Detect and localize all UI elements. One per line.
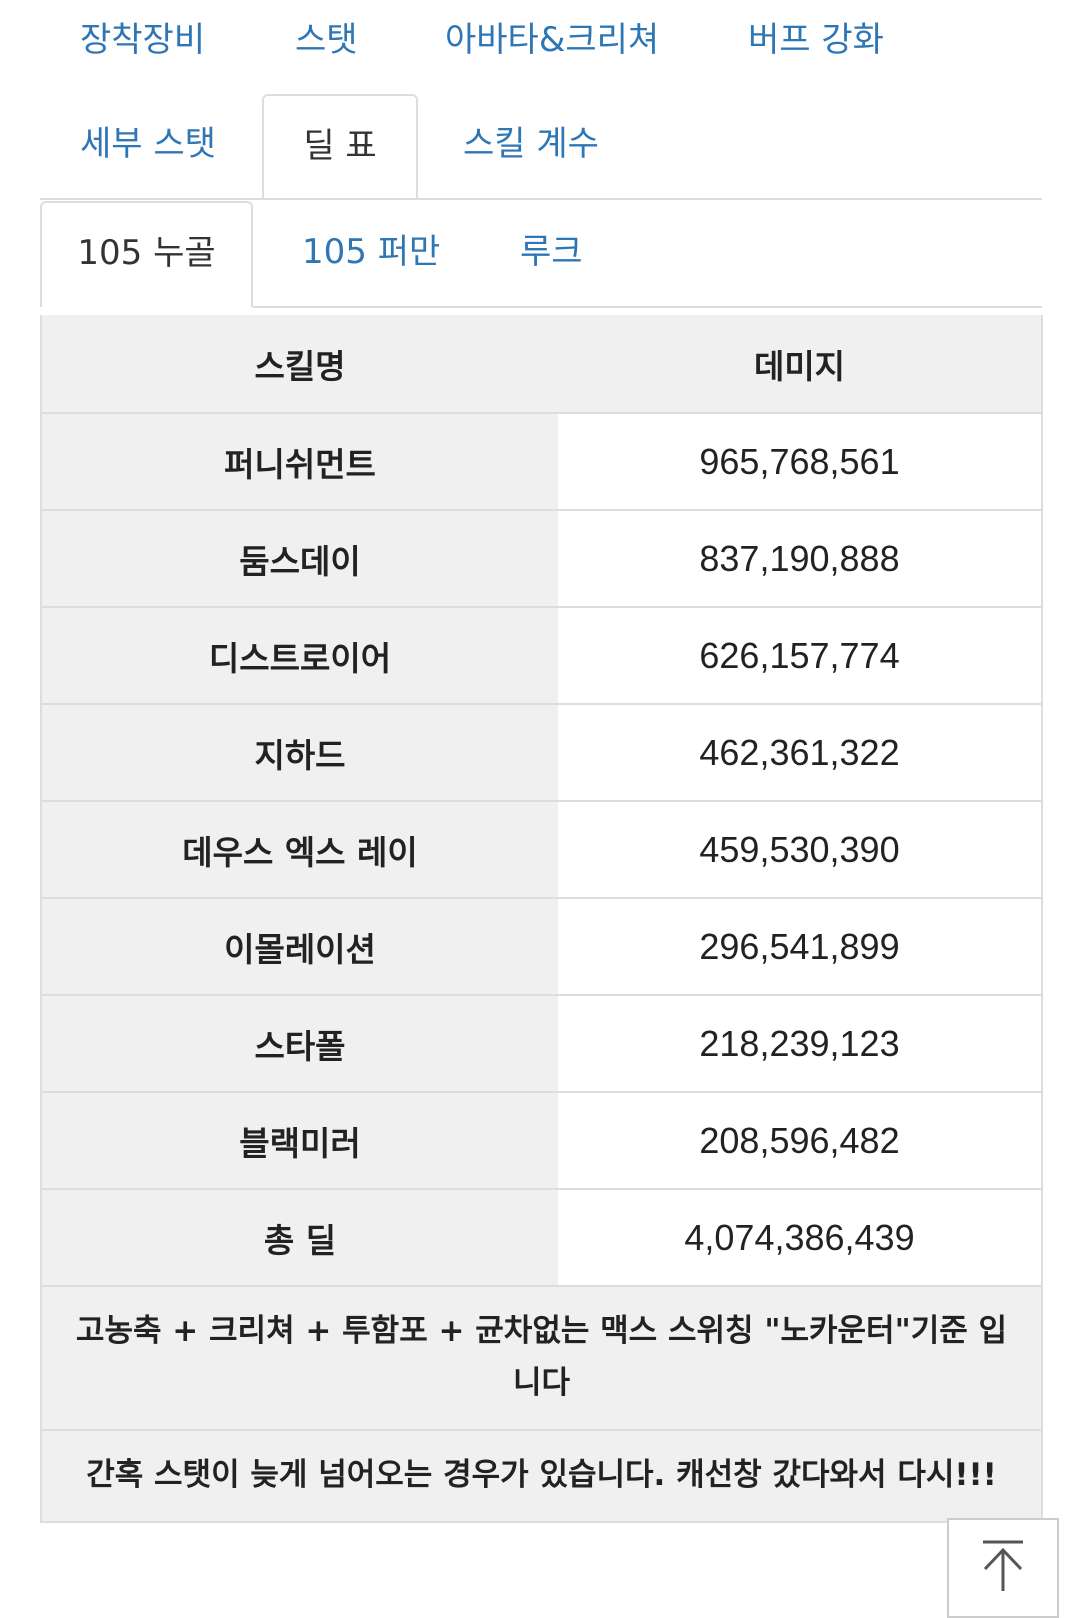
subtab-luke[interactable]: 루크 (520, 232, 583, 272)
header-damage: 데미지 (558, 315, 1041, 412)
tab-buff-enhance[interactable]: 버프 강화 (748, 20, 884, 60)
skill-name: 지하드 (42, 705, 558, 800)
damage-table: 스킬명 데미지 퍼니쉬먼트 965,768,561 둠스데이 837,190,8… (40, 315, 1043, 1523)
skill-name: 이몰레이션 (42, 899, 558, 994)
damage-value: 837,190,888 (558, 511, 1041, 606)
table-row: 퍼니쉬먼트 965,768,561 (42, 412, 1041, 509)
skill-name: 데우스 엑스 레이 (42, 802, 558, 897)
table-row: 블랙미러 208,596,482 (42, 1091, 1041, 1188)
damage-value-total: 4,074,386,439 (558, 1190, 1041, 1285)
subtabs-divider (253, 306, 1042, 308)
tab-skill-coefficient[interactable]: 스킬 계수 (463, 124, 599, 164)
table-row: 데우스 엑스 레이 459,530,390 (42, 800, 1041, 897)
table-header-row: 스킬명 데미지 (42, 315, 1041, 412)
note-conditions: 고농축 + 크리쳐 + 투함포 + 균차없는 맥스 스위칭 "노카운터"기준 입… (42, 1285, 1041, 1429)
damage-value: 462,361,322 (558, 705, 1041, 800)
damage-value: 459,530,390 (558, 802, 1041, 897)
skill-name: 둠스데이 (42, 511, 558, 606)
table-row: 이몰레이션 296,541,899 (42, 897, 1041, 994)
table-row: 디스트로이어 626,157,774 (42, 606, 1041, 703)
skill-name: 디스트로이어 (42, 608, 558, 703)
tab-equipment[interactable]: 장착장비 (80, 20, 206, 60)
scroll-top-button[interactable] (947, 1518, 1059, 1618)
tab-stats[interactable]: 스탯 (295, 20, 358, 60)
subtab-105-nugol[interactable]: 105 누골 (40, 201, 253, 307)
table-row-total: 총 딜 4,074,386,439 (42, 1188, 1041, 1285)
skill-name: 스타폴 (42, 996, 558, 1091)
note-stat-delay: 간혹 스탯이 늦게 넘어오는 경우가 있습니다. 캐선창 갔다와서 다시!!! (42, 1429, 1041, 1521)
header-skill-name: 스킬명 (42, 315, 558, 412)
tab-avatar-creature[interactable]: 아바타&크리쳐 (445, 20, 660, 60)
table-row: 스타폴 218,239,123 (42, 994, 1041, 1091)
subtab-105-perman[interactable]: 105 퍼만 (302, 232, 441, 272)
damage-value: 626,157,774 (558, 608, 1041, 703)
damage-value: 208,596,482 (558, 1093, 1041, 1188)
skill-name: 퍼니쉬먼트 (42, 414, 558, 509)
table-row: 둠스데이 837,190,888 (42, 509, 1041, 606)
damage-value: 965,768,561 (558, 414, 1041, 509)
damage-value: 218,239,123 (558, 996, 1041, 1091)
arrow-up-to-top-icon (980, 1539, 1026, 1597)
tabs-divider (40, 198, 1042, 200)
damage-value: 296,541,899 (558, 899, 1041, 994)
skill-name-total: 총 딜 (42, 1190, 558, 1285)
table-row: 지하드 462,361,322 (42, 703, 1041, 800)
skill-name: 블랙미러 (42, 1093, 558, 1188)
tab-damage-table[interactable]: 딜 표 (262, 94, 418, 200)
tab-detail-stats[interactable]: 세부 스탯 (80, 124, 216, 164)
